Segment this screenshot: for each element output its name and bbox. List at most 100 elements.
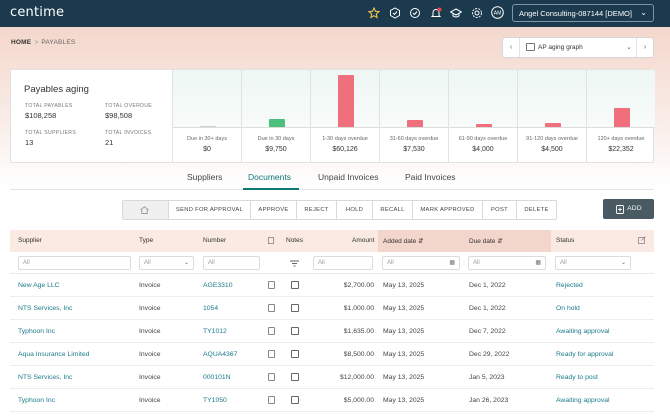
column-due-date[interactable]: Due date ⇵ [469,238,503,245]
learning-cap-icon[interactable] [450,7,462,19]
graph-type-dropdown[interactable]: AP aging graph ⌄ [520,38,638,57]
bucket-plot [242,70,310,128]
document-type: Invoice [139,305,161,312]
aging-bar[interactable] [476,124,492,127]
mark-approved-button[interactable]: MARK APPROVED [412,201,482,219]
aging-bucket[interactable]: 61-90 days overdue $4,000 [448,70,517,162]
table-row[interactable]: Typhoon Inc Invoice TY1050 $5,000.00 May… [10,389,654,412]
supplier-name[interactable]: New Age LLC [18,282,60,289]
bucket-value: $4,000 [472,146,494,153]
status-filter[interactable]: All ⌄ [555,256,631,270]
column-added-date[interactable]: Added date ⇵ [383,238,424,245]
centime-logo[interactable]: centime [10,5,65,20]
settings-gear-icon[interactable] [471,7,483,19]
aging-bar[interactable] [200,126,216,127]
document-icon[interactable] [268,327,275,335]
table-row[interactable]: Typhoon Inc Invoice TY1012 $1,635.00 May… [10,320,654,343]
supplier-name[interactable]: Typhoon Inc [18,397,56,404]
documents-table-header: Supplier Type Number Notes Amount Added … [10,230,654,252]
supplier-name[interactable]: NTS Services, Inc [18,374,73,381]
tab-documents[interactable]: Documents [248,172,291,182]
supplier-name[interactable]: NTS Services, Inc [18,305,73,312]
document-icon[interactable] [268,396,275,404]
aging-bucket[interactable]: Due in 30 days $9,750 [241,70,310,162]
note-icon[interactable] [291,350,299,358]
document-number[interactable]: 1054 [203,305,219,312]
document-type: Invoice [139,328,161,335]
column-status[interactable]: Status [556,237,575,244]
document-number[interactable]: TY1050 [203,397,227,404]
column-type[interactable]: Type [139,237,154,244]
calendar-icon: ▦ [535,260,541,266]
document-icon[interactable] [268,281,275,289]
aging-bucket[interactable]: 91-120 days overdue $4,500 [517,70,586,162]
company-selector[interactable]: Angel Consulting-087144 [DEMO] ⌄ [512,4,654,22]
aging-bar[interactable] [545,123,561,127]
column-notes[interactable]: Notes [286,237,303,244]
column-supplier[interactable]: Supplier [18,237,42,244]
supplier-name[interactable]: Typhoon Inc [18,328,56,335]
table-row[interactable]: NTS Services, Inc Invoice 1054 $1,000.00… [10,297,654,320]
due-date: Jan 26, 2023 [469,397,509,404]
aging-bucket[interactable]: 31-60 days overdue $7,530 [379,70,448,162]
badge-icon[interactable] [368,7,380,19]
document-icon[interactable] [268,373,275,381]
chevron-down-icon: ⌄ [626,44,632,51]
post-button[interactable]: POST [482,201,516,219]
hold-button[interactable]: HOLD [336,201,372,219]
document-number[interactable]: AGE3310 [203,282,233,289]
note-icon[interactable] [291,396,299,404]
aging-bar[interactable] [338,75,354,127]
filter-icon[interactable] [290,260,299,267]
supplier-name[interactable]: Aqua Insurance Limited [18,351,90,358]
refresh-icon[interactable] [409,7,421,19]
column-amount[interactable]: Amount [352,237,375,244]
table-row[interactable]: Aqua Insurance Limited Invoice AQUA4367 … [10,343,654,366]
previous-graph-button[interactable]: ‹ [503,38,520,57]
approve-button[interactable]: APPROVE [250,201,296,219]
external-link-icon[interactable] [638,236,646,244]
note-icon[interactable] [291,373,299,381]
tab-paid-invoices[interactable]: Paid Invoices [405,172,456,182]
document-type: Invoice [139,351,161,358]
column-number[interactable]: Number [203,237,227,244]
aging-bar[interactable] [407,120,423,127]
document-number[interactable]: AQUA4367 [203,351,238,358]
document-icon[interactable] [268,350,275,358]
aging-bar[interactable] [269,119,285,127]
aging-bucket[interactable]: 1-30 days overdue $60,126 [310,70,379,162]
document-number[interactable]: 000101N [203,374,231,381]
home-button[interactable] [123,201,168,219]
recall-button[interactable]: RECALL [372,201,412,219]
type-filter[interactable]: All ⌄ [139,256,194,270]
due-date-filter[interactable]: All ▦ [468,256,546,270]
delete-button[interactable]: DELETE [516,201,556,219]
aging-bar[interactable] [614,108,630,127]
table-row[interactable]: New Age LLC Invoice AGE3310 $2,700.00 Ma… [10,274,654,297]
notification-bell-icon[interactable] [430,7,442,19]
added-date-filter[interactable]: All ▦ [382,256,460,270]
add-document-button[interactable]: ADD [603,199,654,219]
note-icon[interactable] [291,327,299,335]
document-type: Invoice [139,374,161,381]
note-icon[interactable] [291,281,299,289]
shield-check-icon[interactable] [389,7,401,19]
reject-button[interactable]: REJECT [296,201,336,219]
note-icon[interactable] [291,304,299,312]
aging-bucket[interactable]: Due in 30+ days $0 [172,70,241,162]
document-number[interactable]: TY1012 [203,328,227,335]
tab-unpaid-invoices[interactable]: Unpaid Invoices [318,172,379,182]
user-avatar[interactable]: AM [491,6,504,19]
amount-filter[interactable]: All [313,256,373,270]
send-for-approval-button[interactable]: SEND FOR APPROVAL [168,201,250,219]
supplier-filter[interactable]: All [18,256,131,270]
document-icon[interactable] [268,304,275,312]
bucket-value: $9,750 [265,146,287,153]
tab-suppliers[interactable]: Suppliers [187,172,223,182]
table-row[interactable]: NTS Services, Inc Invoice 000101N $12,00… [10,366,654,389]
breadcrumb-home[interactable]: HOME [11,39,32,46]
aging-bucket[interactable]: 120+ days overdue $22,352 [586,70,655,162]
next-graph-button[interactable]: › [636,38,653,57]
number-filter[interactable]: All [203,256,260,270]
bucket-plot [380,70,448,128]
